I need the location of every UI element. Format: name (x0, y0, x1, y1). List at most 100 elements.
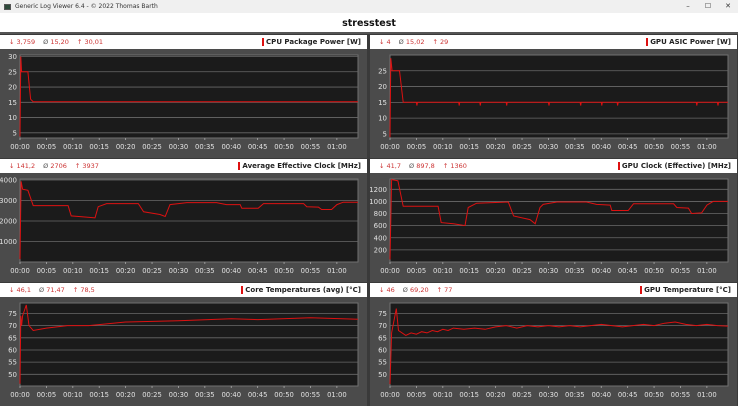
stat-max: ↑ 29 (432, 38, 449, 46)
x-tick-label: 00:10 (433, 143, 453, 151)
y-tick-label: 50 (378, 371, 387, 379)
minimize-button[interactable]: – (686, 2, 690, 10)
chart-stats: ↓ 41,7 Ø 897,8 ↑ 1360 (379, 162, 467, 170)
legend-swatch (646, 38, 649, 46)
x-tick-label: 00:10 (63, 267, 83, 275)
legend-swatch (262, 38, 265, 46)
chart-title-text: Core Temperatures (avg) [°C] (245, 286, 361, 294)
x-tick-label: 00:30 (539, 391, 559, 399)
plot-area (389, 54, 729, 139)
chart-panel: ↓ 41,7 Ø 897,8 ↑ 1360 GPU Clock (Effecti… (370, 159, 737, 282)
stat-min: ↓ 3,759 (9, 38, 36, 46)
chart-panel: ↓ 4 Ø 15,02 ↑ 29 GPU ASIC Power [W] 5 10 1… (370, 35, 737, 158)
chart-area[interactable]: 5 10 15 20 25 00:00 00:05 00:10 00:15 00:20 00:25 0… (370, 49, 737, 158)
x-tick-label: 00:10 (433, 391, 453, 399)
x-tick-label: 00:20 (116, 391, 136, 399)
y-tick-label: 70 (8, 322, 17, 330)
stat-min-value: 3,759 (16, 38, 36, 46)
x-tick-label: 01:00 (327, 391, 347, 399)
chart-title-text: CPU Package Power [W] (266, 38, 361, 46)
x-tick-label: 00:15 (89, 391, 109, 399)
line-chart[interactable]: 5 10 15 20 25 00:00 00:05 00:10 00:15 00:20 00:25 0… (370, 49, 737, 158)
x-tick-label: 00:40 (221, 391, 241, 399)
plot-area (19, 54, 359, 139)
y-tick-label: 15 (8, 99, 17, 107)
chart-area[interactable]: 50 55 60 65 70 75 00:00 00:05 00:10 00:15 00:20 00:… (370, 297, 737, 406)
plot-area (389, 178, 729, 263)
stat-max-value: 77 (444, 286, 453, 294)
stat-max: ↑ 3937 (74, 162, 99, 170)
x-tick-label: 00:55 (671, 143, 691, 151)
line-chart[interactable]: 1000 2000 3000 4000 00:00 00:05 00:10 00:15 00:2… (0, 173, 367, 282)
stat-min: ↓ 4 (379, 38, 391, 46)
y-tick-label: 55 (8, 359, 17, 367)
chart-panel: ↓ 3,759 Ø 15,20 ↑ 30,01 CPU Package Powe… (0, 35, 367, 158)
x-tick-label: 00:20 (116, 143, 136, 151)
x-tick-label: 00:00 (380, 267, 400, 275)
stat-min-value: 46,1 (16, 286, 31, 294)
line-chart[interactable]: 200 400 600 800 1000 1200 00:00 00:05 00:10 00:15… (370, 173, 737, 282)
x-tick-label: 00:40 (591, 267, 611, 275)
chart-area[interactable]: 50 55 60 65 70 75 00:00 00:05 00:10 00:15 00:20 00:… (0, 297, 367, 406)
log-title: stresstest (0, 13, 738, 34)
stat-avg-value: 69,20 (410, 286, 429, 294)
y-tick-label: 25 (8, 68, 17, 76)
stat-min-value: 46 (386, 286, 395, 294)
x-tick-label: 00:25 (142, 391, 162, 399)
chart-title-text: Average Effective Clock [MHz] (242, 162, 361, 170)
x-tick-label: 00:15 (89, 267, 109, 275)
x-tick-label: 01:00 (697, 267, 717, 275)
y-tick-label: 60 (8, 346, 17, 354)
legend-swatch (241, 286, 244, 294)
x-tick-label: 00:20 (486, 391, 506, 399)
chart-area[interactable]: 1000 2000 3000 4000 00:00 00:05 00:10 00:15 00:2… (0, 173, 367, 282)
y-tick-label: 20 (8, 84, 17, 92)
line-chart[interactable]: 50 55 60 65 70 75 00:00 00:05 00:10 00:15 00:20 00:… (0, 297, 367, 406)
stat-avg: Ø 69,20 (402, 286, 429, 294)
y-tick-label: 65 (8, 334, 17, 342)
plot-area (19, 302, 359, 387)
chart-area[interactable]: 200 400 600 800 1000 1200 00:00 00:05 00:10 00:15… (370, 173, 737, 282)
x-tick-label: 00:25 (512, 267, 532, 275)
x-tick-label: 00:35 (565, 143, 585, 151)
chart-stats: ↓ 46,1 Ø 71,47 ↑ 78,5 (9, 286, 95, 294)
series-line (389, 178, 728, 260)
x-tick-label: 00:50 (644, 391, 664, 399)
x-tick-label: 00:05 (407, 267, 427, 275)
x-tick-label: 00:15 (89, 143, 109, 151)
stat-min-value: 4 (386, 38, 391, 46)
x-tick-label: 00:45 (618, 267, 638, 275)
series-line (19, 304, 359, 384)
stat-min: ↓ 41,7 (379, 162, 401, 170)
line-chart[interactable]: 50 55 60 65 70 75 00:00 00:05 00:10 00:15 00:20 00:… (370, 297, 737, 406)
x-tick-label: 00:45 (618, 143, 638, 151)
chart-header: ↓ 141,2 Ø 2706 ↑ 3937 Average Effective … (0, 159, 367, 173)
line-chart[interactable]: 5 10 15 20 25 30 00:00 00:05 00:10 00:15 00:20 00:2… (0, 49, 367, 158)
y-tick-label: 25 (378, 67, 387, 75)
x-tick-label: 00:50 (644, 267, 664, 275)
x-tick-label: 00:55 (301, 143, 321, 151)
x-tick-label: 00:35 (565, 267, 585, 275)
chart-area[interactable]: 5 10 15 20 25 30 00:00 00:05 00:10 00:15 00:20 00:2… (0, 49, 367, 158)
close-button[interactable]: ✕ (725, 2, 731, 10)
chart-stats: ↓ 141,2 Ø 2706 ↑ 3937 (9, 162, 99, 170)
stat-max-value: 3937 (82, 162, 99, 170)
x-tick-label: 00:45 (248, 391, 268, 399)
y-tick-label: 1200 (370, 186, 387, 194)
stat-avg: Ø 897,8 (409, 162, 435, 170)
x-tick-label: 01:00 (697, 143, 717, 151)
chart-panel: ↓ 46 Ø 69,20 ↑ 77 GPU Temperature [°C] 5… (370, 283, 737, 406)
x-tick-label: 00:35 (195, 143, 215, 151)
stat-avg-value: 897,8 (416, 162, 435, 170)
y-tick-label: 60 (378, 346, 387, 354)
x-tick-label: 00:20 (486, 143, 506, 151)
stat-avg: Ø 15,02 (398, 38, 425, 46)
chart-stats: ↓ 3,759 Ø 15,20 ↑ 30,01 (9, 38, 103, 46)
chart-stats: ↓ 4 Ø 15,02 ↑ 29 (379, 38, 448, 46)
maximize-button[interactable]: ☐ (704, 2, 712, 10)
app-icon (4, 3, 11, 10)
stat-max-value: 29 (439, 38, 449, 46)
y-tick-label: 2000 (0, 218, 17, 226)
y-tick-label: 400 (374, 234, 387, 242)
x-tick-label: 00:00 (10, 391, 30, 399)
